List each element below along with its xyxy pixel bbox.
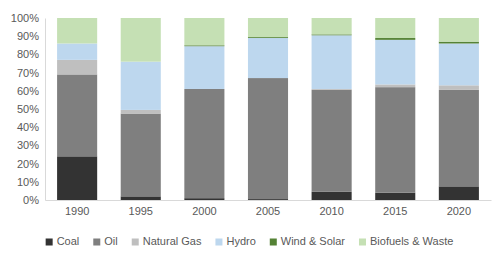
tick-label: 1995 (129, 205, 153, 217)
tick: 2000 (192, 200, 216, 217)
y-axis: 0% 10% 20% 30% 40% 50% 60% 70% 80% 90% 100% (11, 12, 46, 206)
bar (439, 18, 479, 42)
legend-label: Biofuels & Waste (370, 235, 453, 247)
bar (121, 62, 161, 110)
bar (248, 38, 288, 78)
legend-item: Biofuels & Waste (359, 235, 453, 247)
legend-label: Oil (104, 235, 117, 247)
chart: 0%10%20%30%40%50%60%70%80%90%100%1990199… (0, 0, 499, 255)
bar (248, 78, 288, 199)
tick: 0% (23, 194, 45, 206)
axis-line (45, 19, 46, 201)
tick-label: 40% (17, 121, 39, 133)
tick-label: 2015 (383, 205, 407, 217)
tick-label: 30% (17, 139, 39, 151)
bar (375, 40, 415, 85)
tick: 80% (17, 48, 45, 60)
tick: 10% (17, 176, 45, 188)
tick: 70% (17, 67, 45, 79)
tick-label: 60% (17, 85, 39, 97)
legend-label: Wind & Solar (281, 235, 346, 247)
tick: 1995 (129, 200, 153, 217)
legend-item: Hydro (215, 235, 255, 247)
bar (439, 43, 479, 85)
bar (57, 18, 97, 43)
bar (184, 198, 224, 200)
tick-label: 50% (17, 103, 39, 115)
legend-swatch (132, 239, 139, 246)
bar (375, 193, 415, 200)
tick: 60% (17, 85, 45, 97)
bar (57, 156, 97, 200)
tick-label: 0% (23, 194, 39, 206)
series (57, 74, 479, 199)
bar (312, 192, 352, 200)
bar (57, 43, 97, 59)
tick-label: 10% (17, 176, 39, 188)
bar (121, 114, 161, 197)
tick: 40% (17, 121, 45, 133)
series (57, 18, 479, 62)
bar (312, 18, 352, 34)
bar (312, 35, 352, 89)
tick: 1990 (65, 200, 89, 217)
tick: 2005 (256, 200, 280, 217)
tick-label: 20% (17, 158, 39, 170)
tick: 30% (17, 139, 45, 151)
bar (439, 186, 479, 200)
bar (57, 60, 97, 75)
bar (184, 18, 224, 45)
tick-label: 2000 (192, 205, 216, 217)
legend-item: Coal (46, 235, 80, 247)
bar (121, 18, 161, 62)
legend: Coal Oil Natural Gas Hydro Wind & Solar Biofu… (46, 235, 454, 247)
legend-swatch (270, 239, 277, 246)
bar (121, 196, 161, 200)
tick-label: 2020 (447, 205, 471, 217)
tick: 20% (17, 158, 45, 170)
legend-label: Hydro (226, 235, 255, 247)
tick: 2020 (447, 200, 471, 217)
legend-label: Natural Gas (143, 235, 202, 247)
tick: 2010 (319, 200, 343, 217)
legend-label: Coal (57, 235, 80, 247)
bar (375, 38, 415, 40)
bar (375, 84, 415, 87)
x-axis: 1990 1995 2000 2005 2010 2015 2020 (46, 200, 492, 217)
tick: 100% (11, 12, 45, 24)
bar (375, 87, 415, 193)
bars (57, 18, 479, 200)
plot: 0%10%20%30%40%50%60%70%80%90%100%1990199… (11, 12, 492, 217)
series (184, 34, 479, 46)
bar (248, 18, 288, 37)
tick-label: 80% (17, 48, 39, 60)
axis-line (46, 200, 492, 201)
tick: 2015 (383, 200, 407, 217)
bar (184, 46, 224, 89)
tick-label: 90% (17, 30, 39, 42)
tick-label: 2005 (256, 205, 280, 217)
bar (375, 18, 415, 38)
legend-swatch (46, 239, 53, 246)
series (57, 35, 479, 110)
bar (184, 89, 224, 198)
legend-item: Oil (93, 235, 117, 247)
legend-item: Wind & Solar (270, 235, 346, 247)
bar (57, 74, 97, 156)
tick-label: 2010 (319, 205, 343, 217)
bar (439, 85, 479, 90)
tick-label: 70% (17, 67, 39, 79)
tick: 90% (17, 30, 45, 42)
bar (439, 90, 479, 186)
tick: 50% (17, 103, 45, 115)
tick-label: 1990 (65, 205, 89, 217)
legend-swatch (93, 239, 100, 246)
legend-swatch (215, 239, 222, 246)
bar (312, 90, 352, 192)
bar (439, 42, 479, 44)
tick-label: 100% (11, 12, 39, 24)
legend-swatch (359, 239, 366, 246)
bar (121, 110, 161, 114)
legend-item: Natural Gas (132, 235, 202, 247)
